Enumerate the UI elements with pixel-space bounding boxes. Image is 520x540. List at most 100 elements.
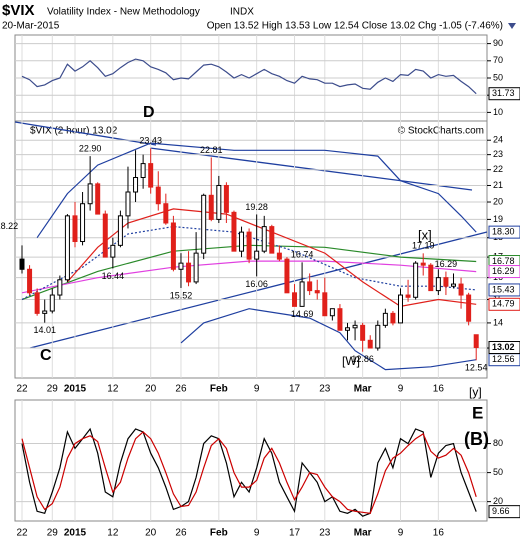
value-label: 18.30: [492, 227, 515, 237]
y-tick-label: 50: [493, 467, 503, 477]
symbol: $VIX: [2, 2, 35, 19]
candle-body: [239, 231, 245, 252]
value-label-box: [488, 297, 520, 311]
x-tick-label: 26: [175, 528, 187, 539]
price-label: 14.69: [291, 309, 314, 319]
x-tick-label: 26: [175, 384, 187, 395]
trend-line: [29, 231, 488, 349]
y-tick-label: 90: [493, 38, 503, 48]
candle-body: [435, 277, 441, 292]
price-label: 14.01: [33, 325, 56, 335]
candle-body: [322, 292, 328, 317]
y-tick-label: 14: [493, 317, 503, 327]
y-tick-label: 10: [493, 107, 503, 117]
candle-body: [133, 177, 139, 193]
x-tick-label: 12: [107, 528, 119, 539]
value-label: 12.56: [492, 354, 515, 364]
candle-body: [375, 324, 381, 349]
value-label-box: [488, 87, 520, 101]
exchange: INDX: [230, 7, 254, 18]
candle-body: [450, 283, 456, 287]
y-tick-label: 70: [493, 55, 503, 65]
price-label: 16.74: [291, 250, 314, 260]
x-tick-label: 20: [145, 528, 157, 539]
candle-body: [420, 262, 426, 266]
candle-body: [276, 252, 282, 260]
x-tick-label: 22: [16, 528, 28, 539]
value-label: 15.43: [492, 284, 515, 294]
candle-body: [64, 215, 70, 281]
y-tick-label: 24: [493, 135, 503, 145]
candle-body: [398, 294, 403, 324]
wave-label: C: [40, 347, 52, 364]
candle-body: [148, 163, 154, 188]
trend-line: [14, 121, 157, 146]
date: 20-Mar-2015: [2, 21, 60, 32]
candle-body: [186, 262, 192, 283]
x-tick-label: 2015: [64, 528, 87, 539]
x-tick-label: 20: [145, 384, 157, 395]
x-tick-label: Mar: [354, 384, 372, 395]
candle-body: [102, 213, 108, 258]
candle-body: [19, 258, 25, 270]
x-tick-label: 29: [47, 384, 59, 395]
candle-body: [34, 292, 40, 314]
candle-body: [314, 290, 320, 294]
wave-label: (B): [464, 429, 489, 449]
candle-body: [95, 183, 101, 215]
value-label: 13.02: [492, 342, 515, 352]
line-series: [36, 142, 477, 239]
credit: © StockCharts.com: [398, 126, 484, 137]
candle-body: [140, 163, 146, 179]
x-tick-label: 9: [398, 528, 404, 539]
wave-label: E: [472, 403, 483, 422]
candle-body: [466, 294, 472, 322]
candle-body: [57, 279, 63, 296]
price-label: 12.86: [351, 354, 374, 364]
y-tick-label: 19: [493, 214, 503, 224]
candle-body: [208, 194, 214, 220]
candle-body: [201, 194, 207, 254]
value-label: 16.29: [492, 266, 515, 276]
candle-body: [110, 244, 116, 258]
price-label: 19.28: [245, 202, 268, 212]
line-series: [21, 58, 477, 95]
candle-body: [87, 183, 93, 205]
candle-body: [261, 226, 267, 252]
y-tick-label: 23: [493, 149, 503, 159]
value-label-box: [488, 225, 520, 239]
candle-body: [193, 252, 199, 283]
candle-body: [216, 184, 222, 220]
index-name: Volatility Index - New Methodology: [47, 7, 200, 18]
candle-body: [254, 250, 260, 260]
x-tick-label: 17: [289, 528, 301, 539]
candle-body: [390, 312, 396, 324]
candle-body: [299, 281, 305, 307]
x-tick-label: 23: [319, 384, 331, 395]
x-tick-label: Feb: [210, 528, 228, 539]
wave-label: [x]: [418, 227, 432, 242]
y-tick-label: 80: [493, 438, 503, 448]
candle-body: [360, 324, 366, 341]
x-tick-label: 9: [254, 528, 260, 539]
price-label: 18.22: [0, 221, 18, 231]
y-tick-label: 22: [493, 164, 503, 174]
line-series: [21, 427, 477, 517]
x-tick-label: 16: [433, 384, 445, 395]
x-tick-label: 23: [319, 528, 331, 539]
x-tick-label: 17: [289, 384, 301, 395]
candle-body: [269, 226, 275, 254]
x-tick-label: 9: [254, 384, 260, 395]
price-label: 23.43: [139, 136, 162, 146]
value-label-box: [488, 341, 520, 355]
candle-body: [284, 258, 290, 294]
price-label: 16.44: [102, 271, 125, 281]
line-series: [180, 308, 477, 371]
candle-body: [352, 324, 358, 329]
candle-body: [231, 211, 237, 252]
price-label: 16.29: [435, 259, 458, 269]
price-label: 15.52: [170, 290, 193, 300]
candle-body: [473, 334, 479, 349]
candle-body: [428, 264, 434, 292]
